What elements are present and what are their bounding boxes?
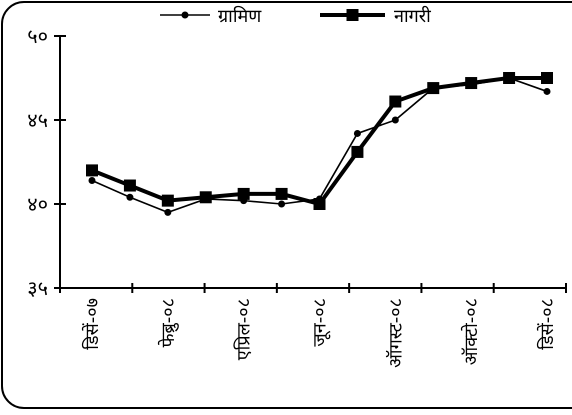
x-tick-label-group: डिसें-०८ (536, 298, 558, 350)
data-point-circle (164, 208, 172, 216)
x-tick-label: डिसें-०७ (81, 298, 103, 350)
legend-marker-square (346, 9, 359, 21)
series-line-1 (91, 77, 548, 214)
data-point-square (389, 95, 402, 108)
x-tick-label: ऑक्टो-०८ (460, 298, 482, 365)
y-tick-label: ५० (27, 24, 48, 48)
x-tick-label-group: जून-०८ (310, 298, 331, 347)
x-tick-label-group: ऑक्टो-०८ (460, 298, 482, 365)
y-tick-label: ४५ (27, 108, 48, 132)
data-point-square (161, 194, 174, 207)
axes: ३५ ४० ४५ ५० डिसें-०७ फेब्रु-०८ एप्रिल-०८ जून-०८… (27, 24, 567, 368)
legend-marker-circle (181, 11, 189, 19)
series-layer (86, 72, 553, 216)
x-tick-label-group: एप्रिल-०८ (233, 298, 255, 360)
x-tick-label: ऑगस्ट-०८ (385, 298, 406, 368)
x-tick-label-group: फेब्रु-०८ (157, 298, 179, 347)
x-tick-label: डिसें-०८ (536, 298, 558, 350)
data-point-circle (126, 193, 134, 201)
data-point-square (313, 198, 326, 210)
data-point-square (199, 191, 212, 204)
data-point-square (465, 77, 478, 90)
data-point-circle (353, 129, 361, 137)
series-line-2 (91, 76, 547, 207)
x-tick-label-group: ऑगस्ट-०८ (385, 298, 406, 368)
data-point-square (123, 179, 136, 192)
y-tick-label: ४० (27, 192, 48, 216)
data-point-circle (391, 116, 399, 124)
x-tick-label: जून-०८ (310, 298, 331, 347)
data-point-square (503, 72, 516, 84)
data-point-square (237, 187, 250, 200)
x-tick-label: फेब्रु-०८ (157, 298, 179, 347)
data-point-circle (278, 200, 286, 208)
x-tick-label-group: डिसें-०७ (81, 298, 103, 350)
data-point-square (86, 164, 98, 177)
data-point-circle (543, 87, 551, 95)
legend-label: नागरी (394, 5, 431, 27)
data-point-square (275, 187, 288, 200)
data-point-square (351, 145, 364, 158)
legend-label: ग्रामिण (218, 5, 262, 27)
data-point-circle (88, 176, 96, 184)
legend: ग्रामिण नागरी (160, 5, 431, 27)
data-point-square (541, 72, 553, 84)
x-tick-label: एप्रिल-०८ (233, 298, 255, 360)
data-point-square (427, 82, 440, 95)
y-tick-label: ३५ (27, 276, 48, 300)
